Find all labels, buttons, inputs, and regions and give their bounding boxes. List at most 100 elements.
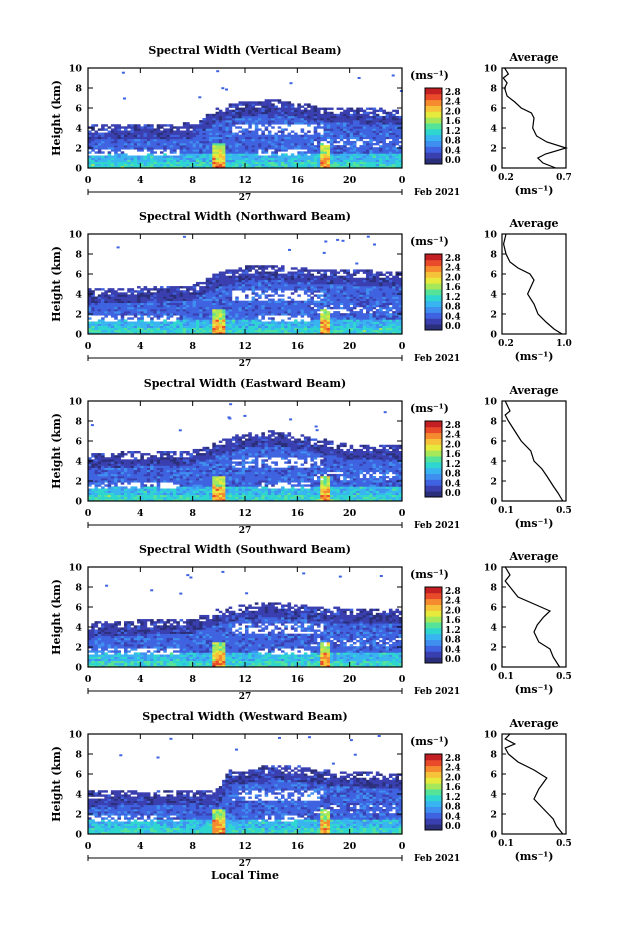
heatmap-cell	[369, 306, 373, 310]
heatmap-cell	[179, 132, 184, 135]
heatmap-cell	[189, 134, 193, 138]
heatmap-cell	[271, 122, 275, 125]
heatmap-cell	[91, 302, 95, 306]
heatmap-cell	[173, 155, 177, 158]
heatmap-cell	[150, 155, 154, 158]
heatmap-cell	[215, 140, 220, 144]
heatmap-cell	[241, 145, 246, 148]
heatmap-cell	[274, 147, 279, 150]
heatmap-cell	[398, 311, 403, 314]
heatmap-cell	[284, 109, 288, 113]
heatmap-cell	[88, 496, 92, 500]
heatmap-cell	[274, 136, 279, 140]
heatmap-cell	[303, 122, 308, 125]
heatmap-cell	[372, 325, 377, 329]
heatmap-cell	[277, 286, 282, 289]
heatmap-cell	[143, 292, 148, 295]
heatmap-cell	[215, 136, 220, 140]
heatmap-cell	[267, 284, 272, 287]
heatmap-cell	[182, 235, 186, 238]
heatmap-cell	[274, 292, 279, 295]
heatmap-cell	[104, 331, 108, 335]
heatmap-cell	[346, 304, 350, 308]
heatmap-cell	[251, 311, 256, 314]
heatmap-cell	[218, 298, 223, 301]
heatmap-cell	[245, 159, 249, 163]
heatmap-cell	[274, 309, 279, 312]
heatmap-cell	[166, 145, 171, 148]
heatmap-cell	[101, 319, 105, 322]
heatmap-cell	[313, 132, 318, 135]
heatmap-cell	[398, 284, 403, 287]
heatmap-cell	[137, 157, 141, 160]
heatmap-cell	[212, 294, 216, 297]
heatmap-cell	[277, 298, 282, 301]
heatmap-cell	[245, 165, 249, 169]
heatmap-cell	[238, 109, 243, 113]
heatmap-cell	[101, 138, 105, 142]
heatmap-cell	[245, 275, 249, 279]
heatmap-cell	[392, 290, 396, 293]
heatmap-cell	[261, 300, 265, 304]
heatmap-cell	[395, 118, 400, 121]
heatmap-cell	[218, 149, 223, 152]
heatmap-cell	[395, 130, 400, 133]
heatmap-cell	[218, 311, 223, 314]
heatmap-cell	[375, 147, 380, 150]
heatmap-cell	[300, 271, 305, 274]
heatmap-cell	[326, 140, 331, 144]
heatmap-cell	[336, 296, 341, 299]
heatmap-cell	[274, 107, 279, 110]
heatmap-cell	[123, 161, 128, 165]
heatmap-cell	[385, 151, 390, 154]
heatmap-cell	[130, 331, 135, 335]
heatmap-cell	[258, 286, 262, 289]
heatmap-cell	[215, 115, 220, 119]
heatmap-cell	[307, 284, 311, 287]
heatmap-cell	[346, 284, 350, 287]
heatmap-cell	[114, 132, 118, 135]
heatmap-cell	[264, 296, 269, 299]
colorbar-swatch	[425, 283, 442, 290]
heatmap-cell	[228, 329, 233, 333]
heatmap-cell	[326, 111, 331, 115]
colorbar-unit: (ms⁻¹)	[410, 235, 449, 248]
heatmap-cell	[241, 107, 246, 110]
heatmap-cell	[173, 306, 177, 310]
heatmap-cell	[369, 130, 373, 133]
heatmap-cell	[205, 313, 210, 316]
heatmap-cell	[225, 304, 229, 308]
heatmap-cell	[209, 281, 213, 285]
heatmap-cell	[297, 327, 301, 331]
heatmap-cell	[133, 161, 138, 165]
heatmap-cell	[245, 111, 249, 115]
heatmap-cell	[310, 319, 314, 322]
heatmap-cell	[107, 309, 112, 312]
heatmap-cell	[173, 159, 177, 163]
heatmap-cell	[274, 145, 279, 148]
avg-y-tick-label: 6	[490, 104, 497, 115]
heatmap-cell	[372, 302, 377, 306]
heatmap-cell	[127, 327, 131, 331]
heatmap-cell	[97, 140, 102, 144]
heatmap-cell	[110, 161, 115, 165]
heatmap-cell	[339, 132, 344, 135]
heatmap-cell	[88, 151, 92, 154]
heatmap-cell	[189, 325, 193, 329]
heatmap-cell	[179, 149, 184, 152]
heatmap-cell	[166, 321, 171, 324]
heatmap-cell	[349, 163, 354, 167]
heatmap-cell	[212, 151, 216, 154]
heatmap-cell	[369, 279, 373, 283]
heatmap-cell	[169, 134, 174, 138]
x-tick-label: 0	[399, 341, 406, 352]
heatmap-cell	[156, 329, 161, 333]
heatmap-cell	[241, 321, 246, 324]
heatmap-cell	[346, 286, 350, 289]
heatmap-cell	[179, 126, 184, 129]
heatmap-cell	[159, 321, 164, 324]
heatmap-cell	[120, 292, 125, 295]
heatmap-cell	[189, 157, 193, 160]
heatmap-cell	[88, 143, 92, 146]
heatmap-cell	[280, 101, 285, 104]
